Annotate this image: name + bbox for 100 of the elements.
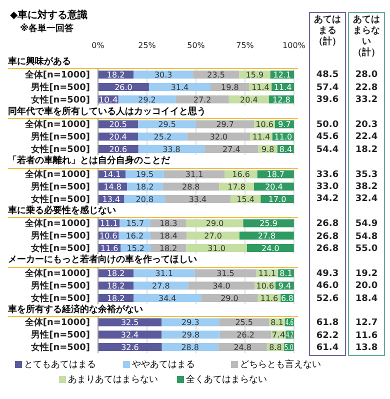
text: 33.2 <box>354 94 379 107</box>
chart-title: 「若者の車離れ」とは自分自身のことだ <box>8 155 298 169</box>
chart-title: 車に興味がある <box>8 56 298 70</box>
data-label: 8.4 <box>279 145 292 154</box>
text: 38.2 <box>354 181 379 194</box>
y-tick-label: 全体[n=1000] <box>24 168 90 180</box>
data-label: 27.0 <box>204 232 222 241</box>
data-label: 32.0 <box>210 132 228 142</box>
y-tick-label: 男性[n=500] <box>30 181 90 192</box>
data-label: 18.3 <box>160 219 178 228</box>
data-label: 25.9 <box>260 219 278 228</box>
text: 32.4 <box>354 193 379 206</box>
data-label: 16.2 <box>126 232 144 241</box>
data-label: 26.0 <box>114 83 132 92</box>
text: 18.2 <box>354 144 379 156</box>
y-tick-label: 男性[n=500] <box>30 330 90 341</box>
data-label: 34.0 <box>212 281 230 290</box>
data-label: 27.4 <box>222 145 240 154</box>
data-label: 11.1 <box>258 269 276 278</box>
data-label: 32.6 <box>121 343 139 352</box>
data-label: 28.8 <box>182 182 200 192</box>
data-label: 29.0 <box>206 219 224 228</box>
text: 18.4 <box>354 292 379 305</box>
text: 26.8 <box>315 243 340 256</box>
y-tick-label: 男性[n=500] <box>30 132 90 143</box>
text: 49.3 <box>315 268 340 280</box>
data-label: 13.4 <box>102 194 120 204</box>
data-label: 29.8 <box>182 331 200 340</box>
data-label: 11.4 <box>274 83 292 92</box>
y-tick-label: 男性[n=500] <box>30 280 90 292</box>
data-label: 15.2 <box>126 244 145 254</box>
bar <box>134 70 194 79</box>
data-label: 11.0 <box>274 132 292 142</box>
data-label: 20.4 <box>265 182 283 192</box>
data-label: 10.4 <box>98 95 118 104</box>
data-label: 19.5 <box>136 170 154 179</box>
data-label: 20.8 <box>136 194 154 204</box>
chart-title: 車を所有する経済的な余裕がない <box>8 304 298 318</box>
text: 54.9 <box>354 218 379 231</box>
text: 20.0 <box>354 280 379 293</box>
text: 34.2 <box>315 193 340 206</box>
chart-title: メーカーにもっと若者向けの車を作ってほしい <box>8 254 298 268</box>
data-label: 24.0 <box>262 244 280 254</box>
text: 19.2 <box>354 268 379 280</box>
legend-label: ややあてはまる <box>131 358 196 371</box>
data-label: 20.5 <box>109 120 127 130</box>
text: 13.8 <box>354 342 379 355</box>
data-label: 18.7 <box>266 170 285 179</box>
y-tick-label: 全体[n=1000] <box>24 119 90 130</box>
data-label: 11.4 <box>252 83 270 92</box>
y-tick-label: 女性[n=500] <box>30 94 90 106</box>
data-label: 15.7 <box>126 219 144 228</box>
text: 50.0 <box>315 119 340 132</box>
text: 12.7 <box>354 317 379 330</box>
text: 20.3 <box>354 119 379 132</box>
text: ※各単一回答 <box>20 22 75 35</box>
data-label: 4.6 <box>285 318 298 328</box>
data-label: 14.1 <box>102 170 121 179</box>
data-label: 10.6 <box>100 232 118 241</box>
data-label: 10.6 <box>256 281 274 290</box>
data-label: 32.4 <box>120 331 139 340</box>
bar <box>196 120 254 128</box>
bar <box>204 145 258 154</box>
text: 62.2 <box>315 330 340 342</box>
text: 22.4 <box>354 131 379 144</box>
bar <box>134 269 195 278</box>
data-label: 31.1 <box>155 269 174 278</box>
legend-label: とてもあてはまる <box>23 358 97 371</box>
data-label: 31.4 <box>170 83 189 92</box>
data-label: 18.2 <box>106 269 125 278</box>
text: 52.6 <box>315 292 340 305</box>
y-tick-label: 男性[n=500] <box>30 230 90 242</box>
text: 28.0 <box>354 69 379 82</box>
data-label: 34.4 <box>158 294 176 303</box>
text: 35.3 <box>354 168 379 181</box>
data-label: 8.1 <box>270 318 284 328</box>
data-label: 9.4 <box>278 281 292 290</box>
y-tick-label: 全体[n=1000] <box>24 70 90 81</box>
text: 33.6 <box>315 168 340 181</box>
text: 61.4 <box>315 342 340 355</box>
data-label: 12.1 <box>273 70 292 80</box>
bar <box>98 343 162 352</box>
data-label: 27.8 <box>258 232 276 241</box>
text: 33.0 <box>315 181 340 194</box>
data-label: 23.5 <box>207 70 225 80</box>
data-label: 20.6 <box>109 145 128 154</box>
data-label: 10.6 <box>256 120 274 130</box>
data-label: 9.8 <box>262 145 274 154</box>
data-label: 17.0 <box>268 194 286 204</box>
data-label: 29.7 <box>216 120 234 130</box>
data-label: 32.5 <box>120 318 139 328</box>
bar <box>186 244 247 252</box>
text: 11.6 <box>354 330 379 342</box>
y-tick-label: 全体[n=1000] <box>24 318 90 329</box>
data-label: 28.8 <box>181 343 199 352</box>
bar <box>188 281 255 290</box>
chart-title: 車に乗る必要性を感じない <box>8 204 298 218</box>
x-tick-label: 50% <box>187 41 206 50</box>
data-label: 20.4 <box>109 132 127 142</box>
data-label: 11.6 <box>100 244 118 254</box>
